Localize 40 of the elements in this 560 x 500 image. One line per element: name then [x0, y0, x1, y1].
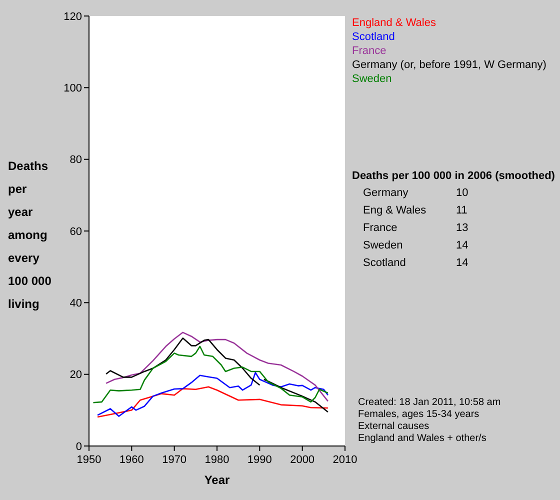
y-tick-label: 0: [76, 440, 82, 453]
x-tick-label: 1980: [204, 454, 230, 466]
x-tick-label: 1990: [247, 454, 272, 466]
text: England and Wales + other/s: [358, 433, 486, 444]
text: Germany: [363, 187, 409, 199]
text: Scotland: [363, 257, 406, 269]
y-tick-label: 20: [70, 369, 82, 382]
y-tick-label: 100: [64, 82, 82, 95]
text: Eng & Wales: [363, 204, 427, 216]
text: Females, ages 15-34 years: [358, 409, 480, 420]
y-tick-label: 120: [64, 10, 82, 23]
x-tick-label: 1970: [162, 454, 187, 466]
text: 10: [456, 187, 468, 199]
y-tick-label: 40: [70, 298, 82, 310]
x-tick-label: 2010: [332, 454, 358, 466]
x-tick-label: 2000: [290, 454, 315, 466]
text: 14: [456, 240, 468, 252]
text: 13: [456, 222, 468, 234]
y-axis-title: Deaths per year among every 100 000 living: [8, 159, 52, 311]
y-tick-label: 80: [70, 154, 82, 166]
x-tick-label: 1950: [76, 454, 102, 466]
text: Sweden: [363, 240, 403, 252]
x-tick-label: 1960: [119, 454, 144, 466]
text: 14: [456, 257, 468, 269]
line-series: [96, 386, 329, 418]
text: France: [363, 222, 398, 234]
line-series: [92, 346, 329, 404]
text: France: [352, 45, 386, 57]
text: Germany (or, before 1991, W Germany): [352, 59, 546, 71]
text: External causes: [358, 421, 430, 432]
line-series: [96, 372, 329, 417]
text: 11: [456, 204, 468, 216]
text: Scotland: [352, 31, 395, 43]
text: Created: 18 Jan 2011, 10:58 am: [358, 397, 501, 408]
text: England & Wales: [352, 17, 436, 29]
line-series: [105, 332, 329, 402]
y-tick-label: 60: [70, 226, 82, 238]
text: Sweden: [352, 73, 392, 85]
text: Deaths per 100 000 in 2006 (smoothed): [352, 170, 556, 182]
x-axis-title: Year: [204, 473, 230, 487]
